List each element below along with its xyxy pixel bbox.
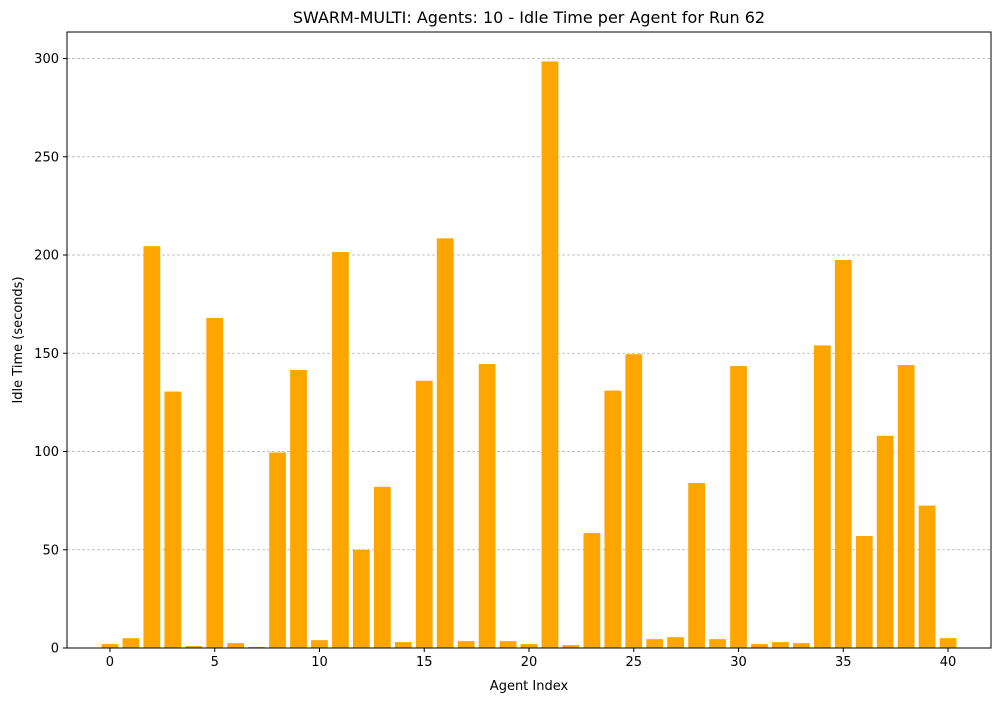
bar-agent-18 xyxy=(478,364,496,648)
bar-agent-35 xyxy=(834,259,852,648)
bar-agent-12 xyxy=(353,549,370,648)
bar-agent-1 xyxy=(122,638,140,648)
bar-agent-9 xyxy=(290,369,307,648)
bar-agent-22 xyxy=(562,645,580,648)
bar-agent-6 xyxy=(227,643,245,648)
bar-agent-8 xyxy=(269,452,286,648)
y-tick-label: 0 xyxy=(51,642,59,657)
bar-agent-39 xyxy=(918,505,936,648)
y-tick-label: 50 xyxy=(42,543,59,558)
bar-agent-37 xyxy=(876,435,894,648)
y-tick-label: 300 xyxy=(34,52,59,67)
bar-agent-26 xyxy=(646,639,664,648)
bar-agent-20 xyxy=(520,644,538,648)
bar-agent-29 xyxy=(709,639,726,648)
x-axis-label: Agent Index xyxy=(490,679,569,694)
x-axis-ticks: 0 5 10 15 20 25 30 35 40 xyxy=(106,648,957,670)
bar-agent-2 xyxy=(143,246,161,648)
y-tick-label: 200 xyxy=(34,249,59,264)
bar-agent-23 xyxy=(583,533,601,648)
x-tick-label: 30 xyxy=(730,655,747,670)
bar-agent-31 xyxy=(751,644,768,648)
bar-agent-25 xyxy=(625,354,643,648)
bar-agent-14 xyxy=(394,642,412,648)
y-tick-label: 150 xyxy=(34,347,59,362)
bar-agent-33 xyxy=(793,643,810,648)
x-tick-label: 20 xyxy=(521,655,538,670)
x-tick-label: 10 xyxy=(311,655,328,670)
bar-agent-28 xyxy=(688,482,705,648)
bar-agent-38 xyxy=(897,365,915,648)
bar-agent-21 xyxy=(541,61,559,648)
chart-title: SWARM-MULTI: Agents: 10 - Idle Time per … xyxy=(293,8,765,27)
bar-agent-34 xyxy=(813,345,831,648)
bar-agent-40 xyxy=(939,638,957,648)
bar-agent-30 xyxy=(730,366,747,648)
bar-agent-15 xyxy=(415,380,433,648)
bar-agent-13 xyxy=(373,486,391,648)
y-axis-ticks: 0 50 100 150 200 250 300 xyxy=(34,52,67,657)
bar-agent-17 xyxy=(457,641,475,648)
bar-agent-5 xyxy=(206,317,224,648)
x-tick-label: 5 xyxy=(211,655,219,670)
y-tick-label: 250 xyxy=(34,150,59,165)
bar-agent-24 xyxy=(604,390,622,648)
x-tick-label: 25 xyxy=(625,655,642,670)
bar-agent-3 xyxy=(164,391,182,648)
bar-agent-27 xyxy=(667,637,685,648)
bar-agent-16 xyxy=(436,238,454,648)
bar-agent-36 xyxy=(855,536,873,648)
x-tick-label: 35 xyxy=(835,655,852,670)
bar-agent-32 xyxy=(772,642,789,648)
x-tick-label: 40 xyxy=(940,655,957,670)
bar-agent-0 xyxy=(101,644,119,648)
y-axis-label: Idle Time (seconds) xyxy=(11,276,26,403)
bar-agent-11 xyxy=(332,252,349,648)
y-tick-label: 100 xyxy=(34,445,59,460)
bar-agent-19 xyxy=(499,641,517,648)
bar-agent-10 xyxy=(311,640,328,648)
x-tick-label: 15 xyxy=(416,655,433,670)
bars xyxy=(101,61,957,648)
bar-agent-4 xyxy=(185,646,203,648)
x-tick-label: 0 xyxy=(106,655,114,670)
